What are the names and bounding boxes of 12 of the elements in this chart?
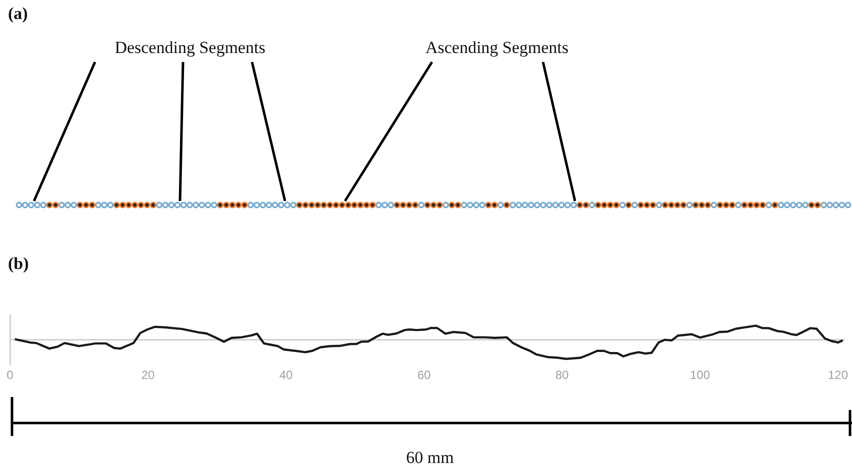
x-tick-label: 120 bbox=[828, 368, 848, 382]
x-tick-label: 40 bbox=[279, 368, 293, 382]
text: Ascending Segments bbox=[425, 38, 569, 58]
chart-title: (b) bbox=[8, 254, 29, 274]
text: (a) bbox=[8, 4, 28, 24]
text: Descending Segments bbox=[114, 38, 266, 58]
text: 60 mm bbox=[406, 448, 454, 468]
x-tick-label: 0 bbox=[6, 368, 14, 382]
x-tick-label: 60 bbox=[417, 368, 431, 382]
x-tick-label: 100 bbox=[690, 368, 710, 382]
x-tick-label: 80 bbox=[555, 368, 569, 382]
x-tick-label: 20 bbox=[141, 368, 155, 382]
